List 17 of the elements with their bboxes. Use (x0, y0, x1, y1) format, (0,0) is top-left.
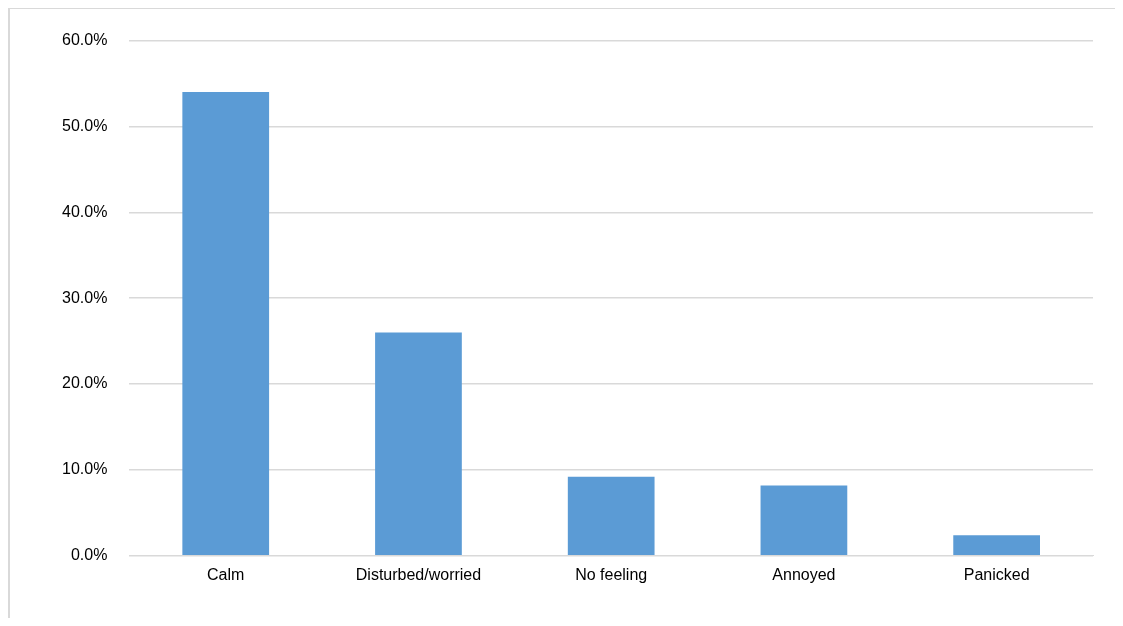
y-tick-label: 60.0% (61, 31, 108, 49)
x-tick-label: Calm (207, 565, 245, 583)
bar (760, 485, 848, 556)
x-tick-label: Panicked (963, 565, 1030, 583)
bar (375, 332, 462, 556)
bar (567, 476, 655, 556)
y-tick-label: 10.0% (61, 460, 108, 478)
bar (953, 535, 1040, 556)
x-tick-label: Annoyed (772, 565, 836, 583)
y-tick-label: 50.0% (61, 116, 108, 134)
bar (182, 92, 270, 556)
y-tick-label: 0.0% (70, 546, 108, 564)
y-tick-label: 30.0% (61, 288, 108, 306)
y-tick-label: 40.0% (61, 202, 108, 220)
x-tick-label: No feeling (575, 565, 648, 583)
y-tick-label: 20.0% (61, 374, 108, 392)
x-tick-label: Disturbed/worried (355, 565, 482, 583)
